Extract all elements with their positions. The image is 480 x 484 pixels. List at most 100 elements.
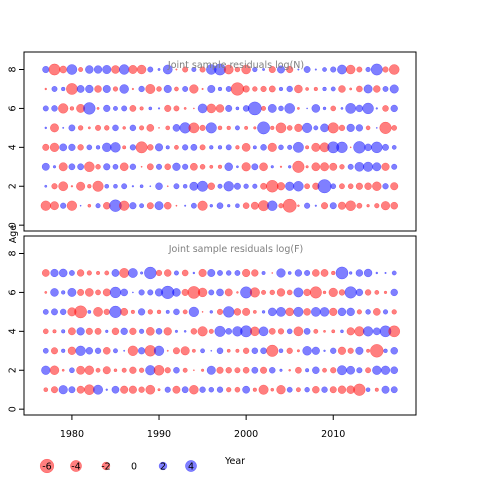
residual-point	[77, 144, 84, 151]
residual-point	[380, 201, 391, 211]
residual-point	[67, 346, 77, 355]
panel-1	[19, 51, 417, 232]
residual-point	[121, 367, 127, 373]
residual-point	[372, 365, 382, 375]
residual-point	[286, 65, 294, 74]
residual-point	[68, 270, 75, 276]
y-tick-label: 8	[8, 250, 19, 256]
residual-point	[207, 84, 216, 93]
residual-point	[174, 144, 179, 150]
residual-point	[224, 162, 233, 172]
residual-point	[199, 386, 206, 393]
residual-point	[339, 183, 345, 190]
residual-point	[278, 86, 284, 92]
residual-point	[365, 367, 372, 374]
residual-point	[322, 367, 327, 373]
residual-point	[330, 347, 337, 354]
residual-point	[68, 386, 76, 394]
residual-point	[217, 125, 223, 131]
residual-point	[310, 307, 321, 317]
residual-point	[311, 104, 321, 113]
residual-point	[217, 270, 223, 276]
residual-point	[85, 65, 94, 74]
residual-point	[309, 286, 322, 299]
residual-point	[41, 162, 50, 171]
residual-point	[182, 66, 189, 73]
residual-point	[129, 105, 137, 112]
residual-point	[209, 145, 214, 150]
residual-point	[242, 268, 251, 278]
residual-point	[384, 271, 387, 275]
residual-point	[87, 309, 92, 314]
residual-point	[104, 270, 110, 276]
residual-point	[61, 329, 66, 334]
residual-point	[102, 64, 112, 75]
residual-point	[244, 125, 249, 130]
residual-point	[382, 183, 389, 190]
residual-point	[382, 105, 389, 112]
residual-point	[61, 86, 66, 92]
residual-point	[118, 64, 130, 75]
residual-point	[68, 124, 76, 132]
residual-point	[93, 307, 103, 317]
residual-point	[347, 163, 354, 170]
y-tick-label: 0	[8, 406, 19, 412]
legend-label: -4	[71, 462, 80, 473]
residual-point	[199, 164, 206, 170]
residual-point	[50, 123, 59, 133]
residual-point	[93, 384, 104, 395]
residual-point	[77, 288, 85, 296]
residual-point	[51, 105, 58, 112]
residual-point	[331, 329, 336, 334]
residual-point	[172, 124, 181, 132]
residual-point	[120, 327, 128, 336]
residual-point	[129, 163, 137, 170]
residual-point	[304, 202, 311, 209]
legend-bubble	[70, 460, 82, 472]
residual-point	[303, 66, 311, 73]
residual-point	[260, 347, 267, 355]
residual-point	[87, 184, 92, 189]
residual-point	[346, 307, 355, 317]
residual-point	[390, 347, 398, 355]
residual-point	[197, 103, 208, 114]
residual-point	[111, 385, 120, 394]
residual-point	[269, 366, 276, 374]
residual-point	[87, 126, 91, 130]
residual-point	[182, 85, 189, 92]
residual-point	[305, 165, 309, 169]
residual-point	[162, 64, 173, 75]
residual-point	[130, 309, 135, 314]
x-tick-label: 2010	[321, 429, 345, 440]
residual-point	[206, 103, 217, 114]
residual-point	[42, 328, 49, 335]
residual-point	[294, 84, 303, 94]
residual-point	[113, 183, 118, 189]
residual-point	[174, 329, 179, 333]
residual-point	[270, 125, 275, 131]
y-tick-label: 8	[8, 66, 19, 72]
residual-point	[129, 202, 137, 210]
residual-point	[70, 185, 74, 188]
residual-point	[381, 385, 390, 394]
residual-point	[120, 307, 129, 316]
residual-point	[182, 144, 189, 151]
residual-point	[129, 366, 137, 374]
residual-point	[42, 105, 49, 112]
residual-point	[191, 67, 197, 73]
residual-point	[317, 179, 332, 194]
residual-point	[303, 327, 311, 335]
residual-point	[285, 181, 295, 191]
residual-point	[293, 306, 304, 317]
residual-point	[292, 160, 305, 173]
residual-point	[208, 328, 214, 334]
residual-point	[241, 162, 251, 172]
legend-bubble	[101, 461, 111, 471]
residual-point	[199, 66, 206, 73]
residual-point	[285, 307, 294, 317]
legend-label: -6	[42, 462, 51, 473]
residual-point	[200, 368, 205, 372]
residual-point	[329, 307, 338, 316]
residual-point	[267, 142, 277, 152]
residual-point	[50, 201, 59, 211]
